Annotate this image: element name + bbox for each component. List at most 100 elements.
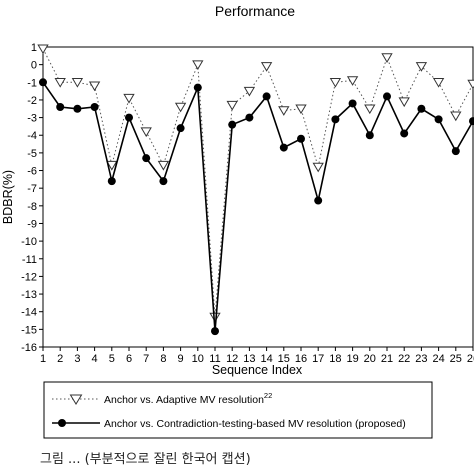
data-point-circle <box>451 147 460 156</box>
data-point-triangle <box>450 111 462 122</box>
y-tick-label: -12 <box>21 271 37 283</box>
data-point-triangle <box>37 44 49 55</box>
data-point-triangle <box>432 77 445 88</box>
chart: Performance 10-1-2-3-4-5-6-7-8-9-10-11-1… <box>1 3 474 439</box>
figure-caption: 그림 ... (부분적으로 잘린 한국어 캡션) <box>40 452 251 467</box>
data-point-circle <box>417 104 426 113</box>
data-point-triangle <box>123 93 135 104</box>
data-point-circle <box>142 154 151 163</box>
y-tick-label: -9 <box>27 218 37 230</box>
data-point-circle <box>400 129 409 138</box>
data-point-triangle <box>71 77 84 88</box>
x-axis-title: Sequence Index <box>212 363 303 377</box>
y-tick-label: -1 <box>27 77 37 89</box>
legend-item-proposed: Anchor vs. Contradiction-testing-based M… <box>52 418 406 430</box>
data-point-circle <box>331 115 340 124</box>
y-tick-label: 0 <box>31 60 37 72</box>
data-point-circle <box>211 327 219 336</box>
data-point-circle <box>228 120 237 129</box>
data-point-triangle <box>364 104 376 115</box>
x-tick-label: 10 <box>192 353 204 365</box>
x-tick-label: 20 <box>364 353 376 365</box>
y-tick-label: -5 <box>27 148 37 160</box>
legend-label-adaptive: Anchor vs. Adaptive MV resolution <box>104 394 264 406</box>
y-tick-label: -14 <box>21 307 37 319</box>
legend-marker-adaptive <box>69 394 83 405</box>
x-tick-label: 26 <box>467 353 474 365</box>
data-point-circle <box>125 113 133 122</box>
y-tick-label: -6 <box>27 166 37 178</box>
series-line <box>42 48 474 318</box>
data-point-circle <box>314 196 323 205</box>
svg-text:Anchor vs. Adaptive MV resolut: Anchor vs. Adaptive MV resolution22 <box>104 391 272 406</box>
data-point-triangle <box>415 62 428 72</box>
data-point-circle <box>193 83 202 92</box>
y-tick-label: -10 <box>21 236 37 248</box>
y-tick-label: -2 <box>27 95 37 107</box>
series-line <box>42 81 474 332</box>
data-point-circle <box>348 99 357 108</box>
x-tick-label: 9 <box>178 353 184 365</box>
y-tick-label: -13 <box>21 289 37 301</box>
x-tick-label: 24 <box>432 353 444 365</box>
y-tick-label: -4 <box>27 130 37 142</box>
x-tick-label: 21 <box>381 353 393 365</box>
data-point-triangle <box>106 160 118 171</box>
series-proposed <box>39 78 474 336</box>
legend-label-adaptive-ref: 22 <box>264 391 272 400</box>
y-tick-label: -3 <box>27 113 37 125</box>
data-point-triangle <box>174 102 187 113</box>
x-tick-label: 19 <box>346 353 358 365</box>
data-point-circle <box>107 177 116 186</box>
series-layer <box>37 44 474 336</box>
legend-box <box>43 381 433 439</box>
data-point-triangle <box>381 53 393 63</box>
chart-title: Performance <box>215 3 295 19</box>
x-tick-label: 17 <box>312 353 324 365</box>
y-tick-label: -15 <box>21 324 37 336</box>
x-tick-label: 22 <box>398 353 410 365</box>
legend-label-proposed: Anchor vs. Contradiction-testing-based M… <box>104 418 406 430</box>
data-point-circle <box>469 117 474 126</box>
x-axis: 1 2 3 4 5 6 7 8 9 10 11 12 13 14 15 16 17 18 19 20 21 22 23 24 2… <box>40 347 474 365</box>
data-point-triangle <box>157 160 170 171</box>
data-point-circle <box>56 103 65 111</box>
data-point-triangle <box>312 162 324 173</box>
data-point-triangle <box>467 79 474 90</box>
legend-marker-proposed <box>58 419 66 427</box>
y-tick-label: -16 <box>21 342 37 354</box>
data-point-triangle <box>226 100 238 111</box>
y-axis-title: BDBR(%) <box>1 170 15 224</box>
y-tick-label: -8 <box>27 201 37 213</box>
x-tick-label: 8 <box>160 353 166 365</box>
y-tick-label: -11 <box>22 254 37 266</box>
x-tick-label: 15 <box>278 353 290 365</box>
data-point-circle <box>365 131 374 140</box>
data-point-triangle <box>54 77 66 88</box>
x-tick-label: 1 <box>40 353 46 365</box>
x-tick-label: 11 <box>209 353 220 365</box>
data-point-triangle <box>346 76 359 86</box>
data-point-triangle <box>140 127 152 138</box>
x-tick-label: 13 <box>243 353 255 365</box>
x-tick-label: 12 <box>226 353 238 365</box>
data-point-circle <box>90 103 99 111</box>
y-axis: 1 0 -1 -2 -3 -4 -5 -6 -7 -8 -9 -10 -11 -12 -13 -14 -15 -1… <box>21 42 43 354</box>
data-point-circle <box>73 104 82 113</box>
data-point-circle <box>383 92 391 101</box>
legend-item-adaptive: Anchor vs. Adaptive MV resolution22 <box>52 391 272 406</box>
data-point-circle <box>176 124 185 133</box>
y-tick-label: 1 <box>31 42 37 54</box>
data-point-triangle <box>243 86 256 97</box>
series-adaptive <box>37 44 474 323</box>
x-tick-label: 7 <box>143 353 149 365</box>
x-tick-label: 18 <box>329 353 341 365</box>
x-tick-label: 14 <box>260 353 272 365</box>
data-point-circle <box>159 177 168 186</box>
data-point-circle <box>297 134 305 143</box>
data-point-circle <box>434 115 443 124</box>
x-tick-label: 2 <box>57 353 63 365</box>
data-point-circle <box>245 113 254 122</box>
data-point-triangle <box>260 62 273 72</box>
plot-frame <box>42 46 474 348</box>
